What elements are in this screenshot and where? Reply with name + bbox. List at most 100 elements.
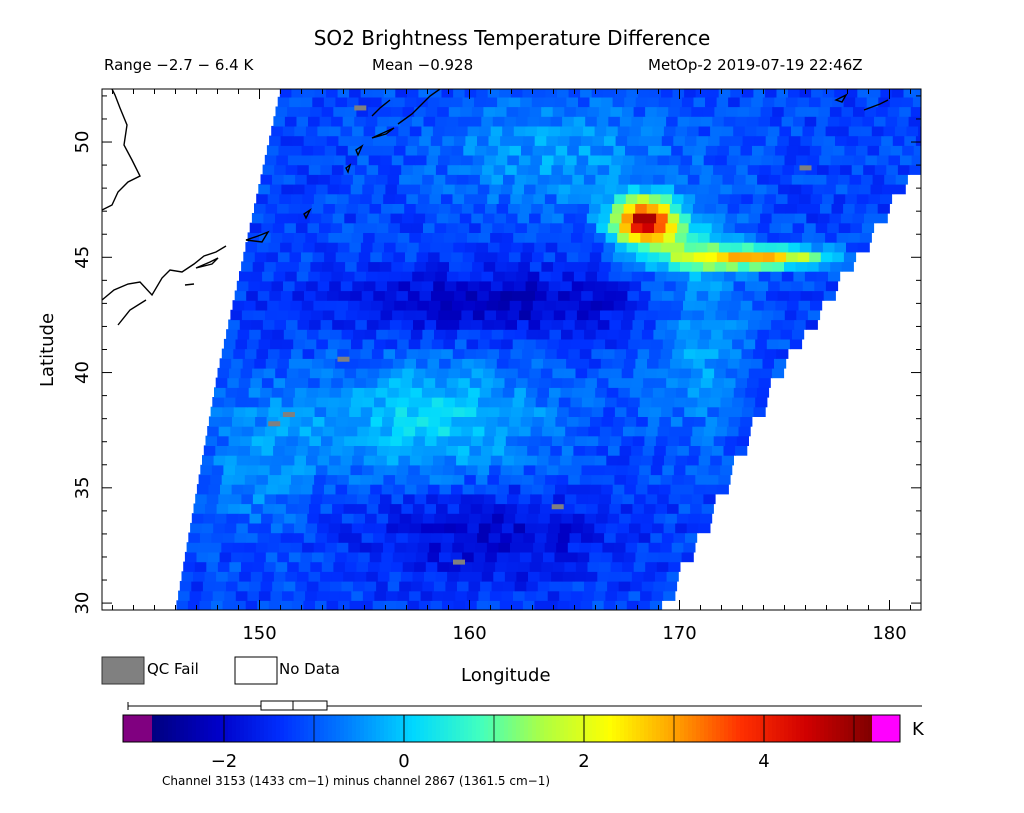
heatmap-cell bbox=[497, 251, 510, 263]
heatmap-cell bbox=[464, 89, 477, 98]
heatmap-cell bbox=[238, 513, 251, 524]
heatmap-cell bbox=[464, 406, 477, 417]
heatmap-cell bbox=[603, 406, 616, 417]
heatmap-cell bbox=[386, 455, 399, 466]
heatmap-cell bbox=[312, 358, 325, 369]
heatmap-cell bbox=[256, 193, 269, 204]
heatmap-cell bbox=[705, 416, 718, 427]
heatmap-cell bbox=[280, 290, 294, 301]
heatmap-cell bbox=[721, 125, 734, 137]
heatmap-cell bbox=[319, 445, 332, 456]
heatmap-cell bbox=[579, 348, 592, 359]
heatmap-cell bbox=[440, 145, 453, 156]
heatmap-cell bbox=[376, 513, 389, 524]
heatmap-cell bbox=[670, 551, 683, 563]
heatmap-cell bbox=[577, 551, 590, 563]
heatmap-cell bbox=[285, 503, 299, 514]
heatmap-cell bbox=[288, 426, 301, 437]
heatmap-cell bbox=[293, 184, 306, 195]
colorbar-segment bbox=[788, 715, 793, 742]
heatmap-cell bbox=[432, 232, 445, 243]
qc-fail-swatch bbox=[101, 656, 145, 685]
heatmap-cell bbox=[558, 397, 571, 408]
heatmap-cell bbox=[649, 348, 662, 359]
heatmap-cell bbox=[713, 435, 726, 446]
colorbar-tick-label: 0 bbox=[398, 751, 409, 772]
heatmap-cell bbox=[495, 154, 508, 166]
heatmap-cell bbox=[394, 300, 407, 311]
heatmap-cell bbox=[389, 164, 402, 175]
heatmap-cell bbox=[304, 464, 317, 476]
heatmap-cell bbox=[591, 406, 604, 417]
colorbar-segment bbox=[364, 715, 369, 742]
heatmap-cell bbox=[257, 532, 270, 543]
heatmap-cell bbox=[331, 571, 344, 582]
heatmap-cell bbox=[612, 203, 625, 214]
heatmap-cell bbox=[327, 397, 340, 408]
heatmap-cell bbox=[501, 522, 515, 534]
heatmap-cell bbox=[382, 145, 395, 156]
heatmap-cell bbox=[796, 309, 809, 321]
heatmap-cell bbox=[645, 261, 658, 272]
heatmap-cell bbox=[270, 522, 284, 534]
heatmap-cell bbox=[762, 203, 775, 214]
colorbar-segment bbox=[832, 715, 837, 742]
heatmap-cell bbox=[526, 513, 539, 524]
heatmap-cell bbox=[241, 426, 254, 437]
heatmap-cell bbox=[281, 397, 294, 408]
heatmap-cell bbox=[271, 125, 284, 137]
heatmap-cell bbox=[235, 590, 248, 601]
heatmap-cell bbox=[202, 581, 216, 592]
heatmap-cell bbox=[482, 213, 496, 224]
heatmap-cell bbox=[647, 358, 660, 369]
heatmap-cell bbox=[517, 367, 530, 379]
heatmap-cell bbox=[730, 89, 743, 98]
heatmap-cell bbox=[802, 280, 815, 292]
heatmap-cell bbox=[749, 261, 762, 272]
heatmap-cell bbox=[353, 581, 366, 592]
heatmap-cell bbox=[591, 242, 605, 253]
colorbar-segment bbox=[428, 715, 433, 742]
heatmap-cell bbox=[417, 300, 430, 311]
heatmap-cell bbox=[573, 222, 586, 233]
heatmap-cell bbox=[792, 222, 805, 233]
heatmap-cell bbox=[618, 280, 631, 292]
heatmap-cell bbox=[506, 261, 519, 272]
heatmap-cell bbox=[427, 203, 440, 214]
colorbar-segment bbox=[612, 715, 617, 742]
heatmap-cell bbox=[690, 503, 703, 514]
heatmap-cell bbox=[644, 435, 657, 446]
heatmap-cell bbox=[736, 164, 749, 175]
heatmap-cell bbox=[721, 455, 734, 466]
heatmap-cell bbox=[312, 484, 325, 495]
colorbar-segment bbox=[844, 715, 849, 742]
colorbar-segment bbox=[600, 715, 605, 742]
heatmap-cell bbox=[622, 106, 635, 117]
heatmap-cell bbox=[302, 542, 315, 553]
heatmap-cell bbox=[822, 242, 836, 253]
colorbar-segment bbox=[564, 715, 569, 742]
heatmap-cell bbox=[510, 89, 523, 98]
heatmap-cell bbox=[277, 358, 290, 369]
heatmap-cell bbox=[770, 164, 783, 175]
heatmap-cell bbox=[579, 542, 592, 553]
coastline bbox=[397, 89, 441, 125]
heatmap-cell bbox=[650, 135, 663, 146]
heatmap-cell bbox=[274, 435, 287, 446]
heatmap-cell bbox=[742, 290, 756, 301]
heatmap-cell bbox=[794, 213, 807, 224]
heatmap-cell bbox=[258, 338, 271, 350]
heatmap-cell bbox=[678, 164, 691, 175]
heatmap-cell bbox=[774, 251, 787, 263]
heatmap-cell bbox=[586, 503, 599, 514]
heatmap-cell bbox=[555, 416, 568, 427]
heatmap-cell bbox=[552, 561, 565, 572]
heatmap-cell bbox=[512, 338, 525, 350]
heatmap-cell bbox=[710, 455, 723, 466]
colorbar-segment bbox=[508, 715, 513, 742]
heatmap-cell bbox=[703, 261, 716, 272]
heatmap-cell bbox=[909, 164, 921, 175]
heatmap-cell bbox=[298, 261, 312, 272]
colorbar-segment bbox=[812, 715, 817, 742]
heatmap-cell bbox=[564, 367, 577, 379]
